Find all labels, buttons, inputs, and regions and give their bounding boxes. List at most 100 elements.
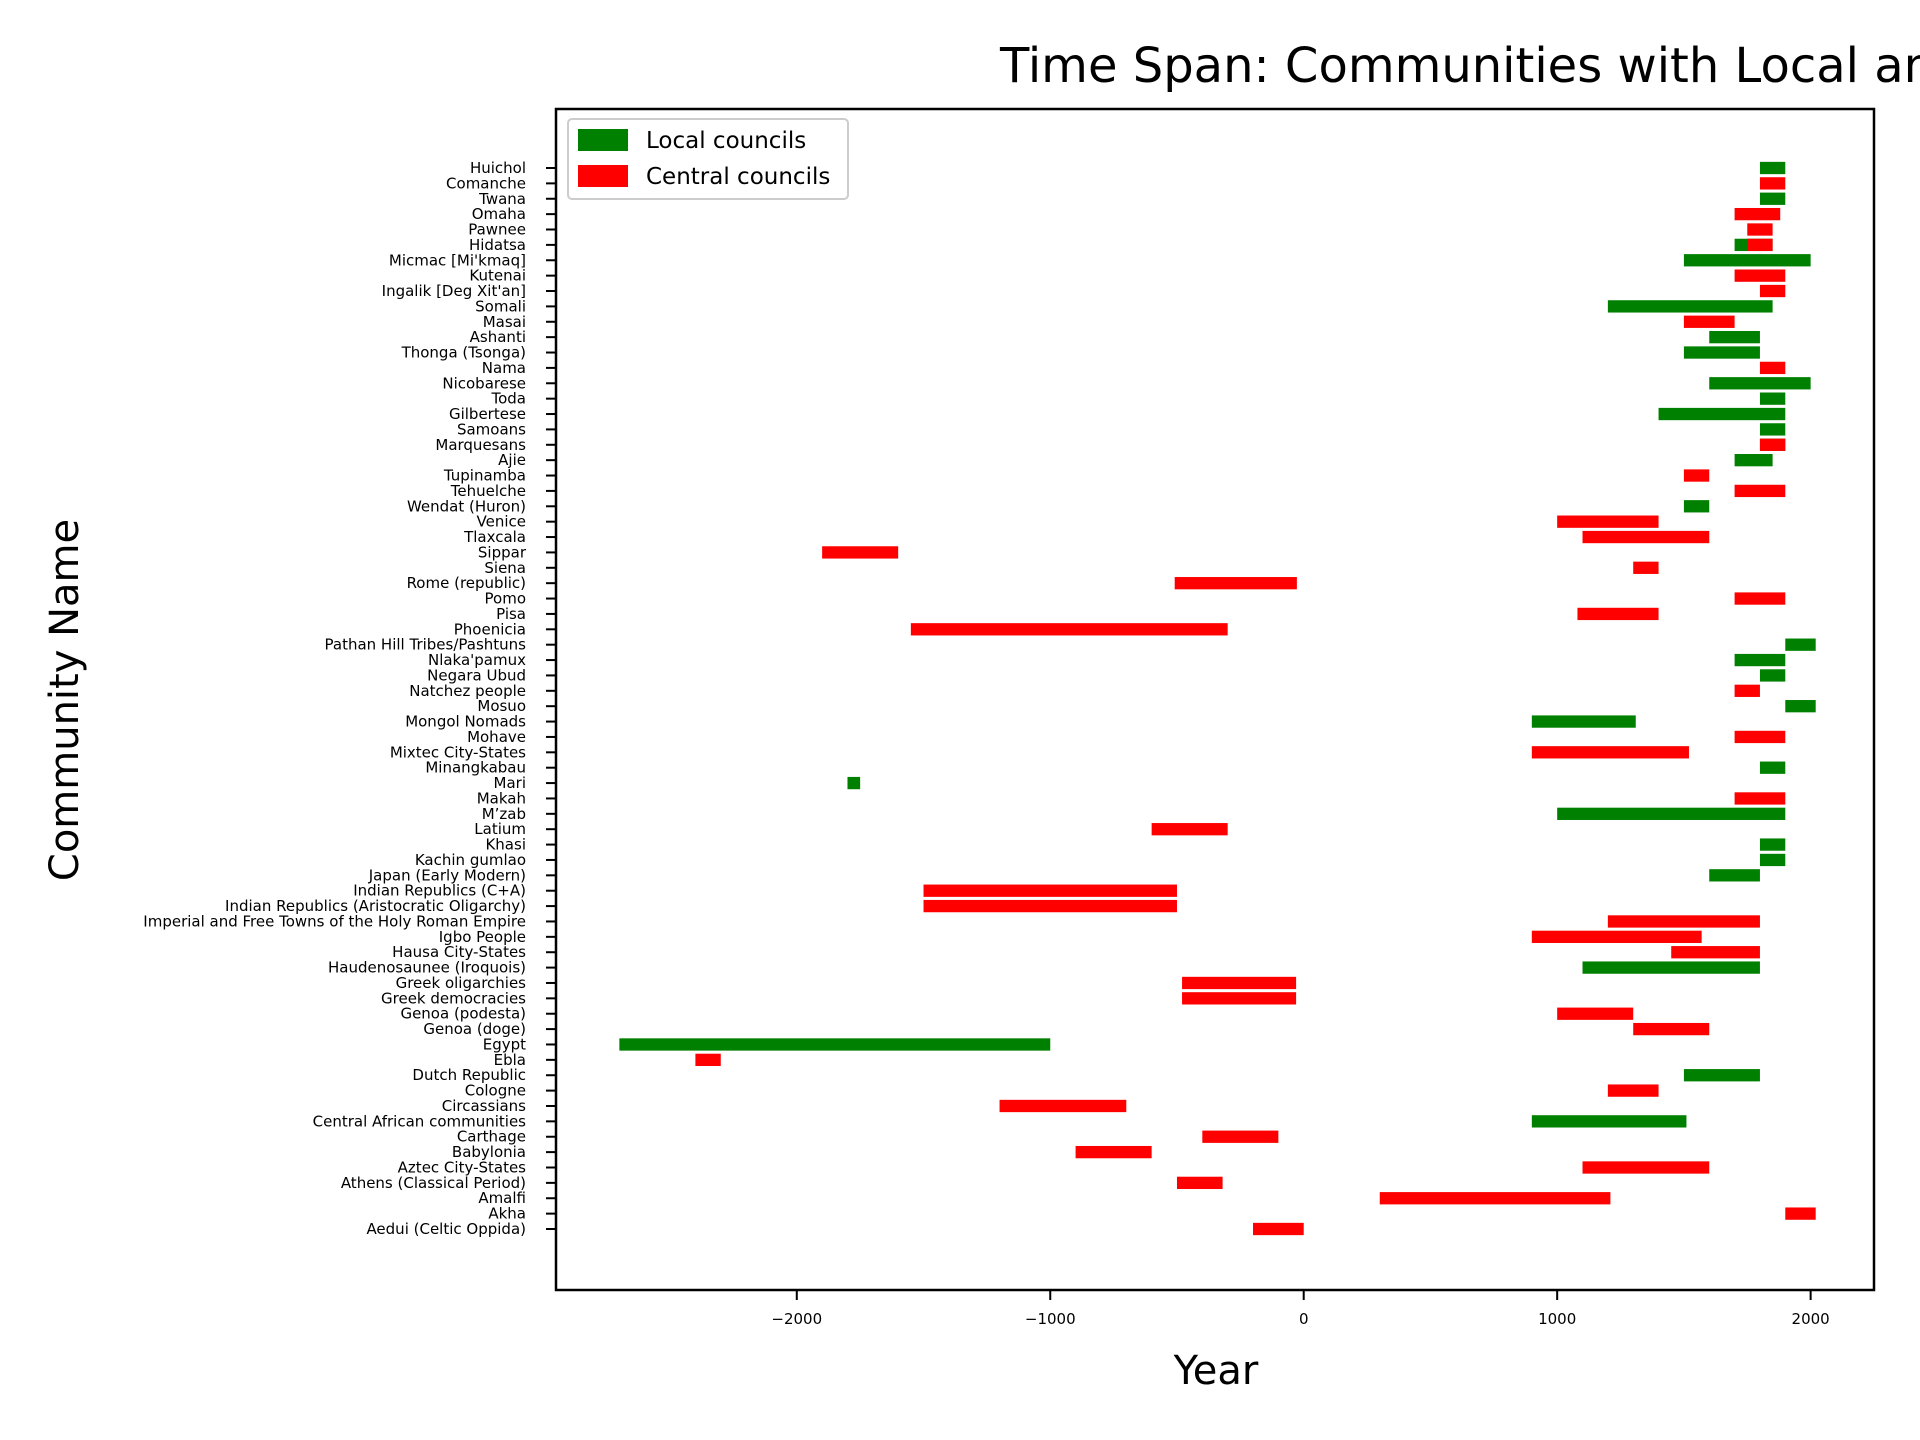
bar-central-councils: [1747, 223, 1773, 236]
y-tick-label: Circassians: [442, 1097, 526, 1115]
bar-local-councils: [1709, 330, 1760, 344]
bar-central-councils: [1075, 1145, 1152, 1159]
bar-local-councils: [1557, 807, 1786, 820]
y-tick-label: Natchez people: [409, 682, 526, 700]
y-tick-label: Comanche: [446, 174, 526, 192]
bar-central-councils: [1785, 1207, 1816, 1220]
bar-central-councils: [1734, 269, 1786, 282]
y-tick-label: Latium: [474, 820, 526, 838]
bar-central-councils: [1633, 561, 1659, 574]
bar-central-councils: [1683, 315, 1735, 328]
x-tick-label: 2000: [1792, 1310, 1830, 1328]
y-tick-label: Phoenicia: [454, 620, 526, 638]
x-tick-label: 1000: [1538, 1310, 1576, 1328]
bar-central-councils: [1531, 746, 1689, 759]
bar-local-councils: [1734, 653, 1786, 667]
y-tick-label: Mixtec City-States: [390, 743, 526, 761]
bar-central-councils: [1202, 1130, 1279, 1143]
plot-frame: [554, 107, 1876, 1292]
y-tick-label: Genoa (podesta): [400, 1005, 526, 1023]
bar-central-councils: [1182, 992, 1297, 1005]
bar-central-councils: [1557, 1007, 1634, 1020]
bar-central-councils: [1607, 1084, 1659, 1097]
bar-central-councils: [1734, 730, 1786, 744]
x-ticks: −2000 −1000 0 1000 2000: [771, 1290, 1830, 1328]
y-tick-label: Amalfi: [478, 1189, 526, 1207]
y-tick-label: Nicobarese: [442, 374, 526, 392]
y-tick-label: Genoa (doge): [423, 1020, 526, 1038]
y-tick-label: Mongol Nomads: [405, 713, 526, 731]
y-tick-label: Dutch Republic: [412, 1066, 526, 1084]
bar-central-councils: [1151, 823, 1228, 836]
y-tick-label: Greek democracies: [381, 989, 526, 1007]
y-tick-label: Huichol: [470, 159, 526, 177]
chart-title: Time Span: Communities with Local and Ce…: [999, 38, 1920, 94]
bar-local-councils: [1759, 838, 1786, 851]
bar-central-councils: [923, 884, 1177, 897]
y-tick-label: Greek oligarchies: [396, 974, 527, 992]
y-tick-label: Thonga (Tsonga): [401, 344, 526, 362]
bar-central-councils: [1759, 438, 1786, 451]
y-tick-label: Ebla: [494, 1051, 526, 1069]
y-tick-label: Pisa: [496, 605, 526, 623]
bar-local-councils: [1683, 1069, 1760, 1082]
bar-local-councils: [1607, 300, 1773, 313]
bar-local-councils: [1683, 346, 1760, 359]
y-tick-label: Nama: [482, 359, 526, 377]
legend-label: Central councils: [646, 164, 830, 190]
y-tick-label: Micmac [Mi'kmaq]: [389, 251, 526, 269]
bar-local-councils: [1785, 700, 1816, 713]
bar-central-councils: [1734, 592, 1786, 605]
bar-central-councils: [1582, 530, 1710, 544]
legend-box: [567, 118, 849, 200]
y-tick-label: Akha: [488, 1205, 526, 1223]
bar-local-councils: [1658, 407, 1786, 421]
y-tick-label: Pathan Hill Tribes/Pashtuns: [325, 636, 527, 654]
y-tick-label: Marquesans: [435, 436, 526, 454]
y-tick-label: Twana: [478, 190, 526, 208]
y-tick-label: Egypt: [483, 1035, 526, 1053]
bar-local-councils: [1531, 715, 1636, 728]
bar-central-councils: [1253, 1222, 1304, 1236]
bar-local-councils: [1683, 254, 1811, 267]
y-tick-label: Japan (Early Modern): [368, 866, 526, 884]
y-tick-label: Haudenosaunee (Iroquois): [328, 959, 526, 977]
y-axis-label: Community Name: [42, 519, 88, 881]
bar-local-councils: [1759, 192, 1786, 205]
bar-central-councils: [1759, 177, 1786, 190]
bar-central-councils: [1174, 577, 1297, 590]
bar-central-councils: [1182, 976, 1297, 990]
y-tick-label: Ashanti: [470, 328, 526, 346]
bar-central-councils: [1734, 207, 1781, 221]
y-tick-label: Nlaka'pamux: [428, 651, 526, 669]
y-tick-label: Cologne: [465, 1082, 526, 1100]
bar-central-councils: [1683, 469, 1710, 482]
bar-central-councils: [1607, 915, 1760, 928]
y-tick-label: M’zab: [482, 805, 526, 823]
y-tick-label: Ingalik [Deg Xit'an]: [382, 282, 526, 300]
bar-central-councils: [999, 1099, 1127, 1113]
bar-local-councils: [1709, 869, 1760, 882]
x-tick-label: −2000: [771, 1310, 822, 1328]
bar-local-councils: [1785, 638, 1816, 651]
y-tick-label: Omaha: [472, 205, 526, 223]
bar-central-councils: [1379, 1192, 1611, 1205]
legend: Local councils Central councils: [567, 118, 849, 200]
bar-central-councils: [1531, 930, 1702, 943]
bar-local-councils: [1734, 454, 1773, 467]
y-tick-label: Venice: [477, 513, 526, 531]
y-tick-label: Mohave: [467, 728, 526, 746]
y-tick-label: Negara Ubud: [427, 666, 526, 684]
y-tick-label: Tehuelche: [450, 482, 526, 500]
y-tick-label: Ajie: [498, 451, 526, 469]
y-tick-label: Wendat (Huron): [407, 497, 526, 515]
bar-local-councils: [1759, 669, 1786, 682]
bar-central-councils: [822, 546, 899, 559]
bar-central-councils: [1671, 946, 1760, 959]
bar-local-councils: [1759, 161, 1786, 175]
y-tick-label: Pawnee: [468, 221, 526, 239]
y-tick-label: Indian Republics (C+A): [353, 882, 526, 900]
bar-local-councils: [1759, 423, 1786, 436]
